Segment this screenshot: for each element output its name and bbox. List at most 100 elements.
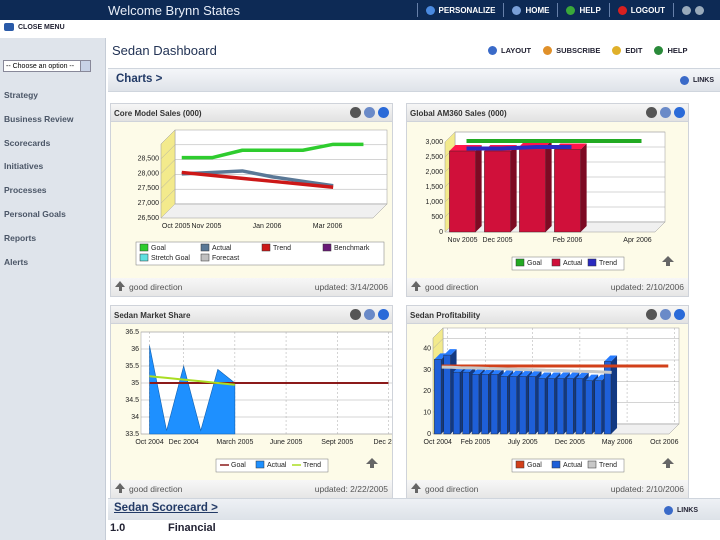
- panel-icons: [347, 309, 389, 320]
- panel-icon[interactable]: [674, 309, 685, 320]
- scorecard-title[interactable]: Sedan Scorecard >: [114, 502, 218, 514]
- panel-icon[interactable]: [350, 107, 361, 118]
- area: [149, 345, 236, 435]
- bar-side: [545, 140, 552, 232]
- menu-item[interactable]: Reports: [4, 232, 37, 243]
- dropdown[interactable]: -- Choose an option --: [3, 60, 91, 72]
- action-label[interactable]: LAYOUT: [501, 46, 532, 55]
- sidebar: -- Choose an option -- Strategy Business …: [0, 38, 106, 540]
- chart: 0 10 20 30 40 Oct 2004 Feb 2005 July 2005 Dec 20…: [423, 327, 680, 473]
- bar: [462, 371, 470, 435]
- nav-item[interactable]: HELP: [557, 3, 608, 17]
- nav-item[interactable]: PERSONALIZE: [416, 3, 504, 17]
- panel-icon[interactable]: [364, 107, 375, 118]
- legend-swatch: [551, 460, 561, 469]
- legend-label: Forecast: [212, 255, 239, 262]
- line: [181, 169, 334, 188]
- legend-label: Actual: [212, 245, 232, 252]
- action-label[interactable]: HELP: [667, 46, 688, 55]
- nav-item[interactable]: LOGOUT: [608, 3, 673, 17]
- bar: [554, 149, 581, 233]
- action[interactable]: SUBSCRIBE: [543, 46, 600, 55]
- panel-footer: good direction updated: 2/10/2006: [407, 480, 688, 498]
- y-tick-label: 1,500: [425, 184, 443, 191]
- menu-item[interactable]: Processes: [4, 185, 47, 196]
- panel-icon[interactable]: [378, 107, 389, 118]
- welcome: Welcome Brynn States: [108, 3, 240, 18]
- nav-label[interactable]: HELP: [579, 5, 601, 15]
- menu-item[interactable]: Scorecards: [4, 137, 51, 148]
- bar: [566, 378, 574, 435]
- updated: updated: 2/10/2006: [610, 282, 684, 292]
- wall-grid-line: [160, 174, 176, 189]
- x-tick-label: July 2005: [508, 439, 538, 446]
- panel-icon[interactable]: [364, 309, 375, 320]
- links[interactable]: LINKS: [664, 506, 698, 515]
- panel-title-bar: Global AM360 Sales (000): [407, 104, 688, 122]
- bar: [481, 374, 489, 435]
- panel-icon[interactable]: [646, 309, 657, 320]
- nav-item[interactable]: HOME: [503, 3, 557, 17]
- action[interactable]: LAYOUT: [488, 46, 531, 55]
- panel-icon[interactable]: [646, 107, 657, 118]
- y-tick-label: 34: [131, 414, 139, 421]
- close-menu[interactable]: CLOSE MENU: [4, 23, 65, 31]
- panel-icon[interactable]: [350, 309, 361, 320]
- bar: [575, 378, 583, 435]
- panel-icon[interactable]: [674, 107, 685, 118]
- nav-label[interactable]: PERSONALIZE: [438, 5, 496, 15]
- bar-top: [538, 372, 551, 379]
- x-tick-label: Feb 2005: [461, 439, 491, 446]
- panel-icon[interactable]: [660, 309, 671, 320]
- bar: [500, 376, 508, 435]
- charts-title[interactable]: Charts >: [116, 73, 163, 85]
- y-tick-label: 2,500: [425, 154, 443, 161]
- dashboard-title: Sedan Dashboard: [112, 43, 217, 58]
- floor: [160, 203, 388, 219]
- arrow-icon: [115, 483, 125, 489]
- links-label[interactable]: LINKS: [693, 77, 714, 84]
- x-tick-label: March 2005: [216, 439, 253, 446]
- wall-grid-line: [160, 203, 176, 219]
- nav-icons[interactable]: [673, 3, 716, 17]
- legend-label: Trend: [599, 462, 617, 469]
- menu-item[interactable]: Personal Goals: [4, 209, 66, 219]
- nav-label[interactable]: LOGOUT: [630, 5, 665, 15]
- chart: 0 500 1,000 1,500 2,000 2,500 3,000 Nov 2005 Dec…: [425, 131, 674, 271]
- action-label[interactable]: EDIT: [625, 46, 643, 55]
- bar-side: [475, 145, 482, 232]
- menu-item[interactable]: Alerts: [4, 256, 29, 267]
- panel-icon[interactable]: [660, 107, 671, 118]
- bar-top: [566, 372, 580, 379]
- action[interactable]: EDIT: [612, 46, 642, 55]
- panel-icons: [347, 107, 389, 118]
- y-tick-label: 28,000: [138, 170, 160, 177]
- menu-item[interactable]: Strategy: [4, 90, 39, 100]
- arrow-icon: [411, 281, 421, 287]
- nav-label[interactable]: HOME: [525, 5, 550, 15]
- x-tick-label: Oct 2004: [135, 439, 164, 446]
- links-label[interactable]: LINKS: [677, 507, 698, 514]
- bar: [528, 376, 536, 435]
- side-wall: [160, 129, 176, 219]
- menu-item[interactable]: Initiatives: [4, 161, 44, 172]
- bar: [509, 376, 517, 435]
- bar: [556, 378, 565, 435]
- chart: 26,500 27,000 27,500 28,000 28,500 Oct 2005 No…: [135, 129, 388, 266]
- y-tick-label: 30: [423, 367, 431, 374]
- menu-item[interactable]: Business Review: [4, 113, 74, 124]
- close-menu-label[interactable]: CLOSE MENU: [18, 23, 65, 31]
- wall-grid-line: [160, 189, 176, 204]
- y-tick-label: 26,500: [138, 215, 160, 222]
- legend-label: Trend: [273, 245, 291, 252]
- line: [441, 365, 612, 374]
- action[interactable]: HELP: [654, 46, 687, 55]
- dropdown-button[interactable]: [80, 61, 90, 71]
- bar-top: [509, 370, 523, 377]
- bar: [490, 374, 498, 435]
- panel-icon[interactable]: [378, 309, 389, 320]
- action-label[interactable]: SUBSCRIBE: [556, 46, 601, 55]
- links[interactable]: LINKS: [680, 76, 714, 85]
- line: [181, 170, 334, 189]
